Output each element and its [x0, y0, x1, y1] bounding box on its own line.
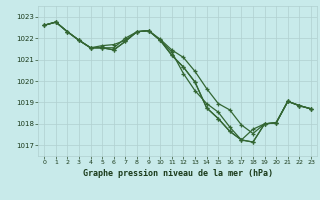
X-axis label: Graphe pression niveau de la mer (hPa): Graphe pression niveau de la mer (hPa): [83, 169, 273, 178]
